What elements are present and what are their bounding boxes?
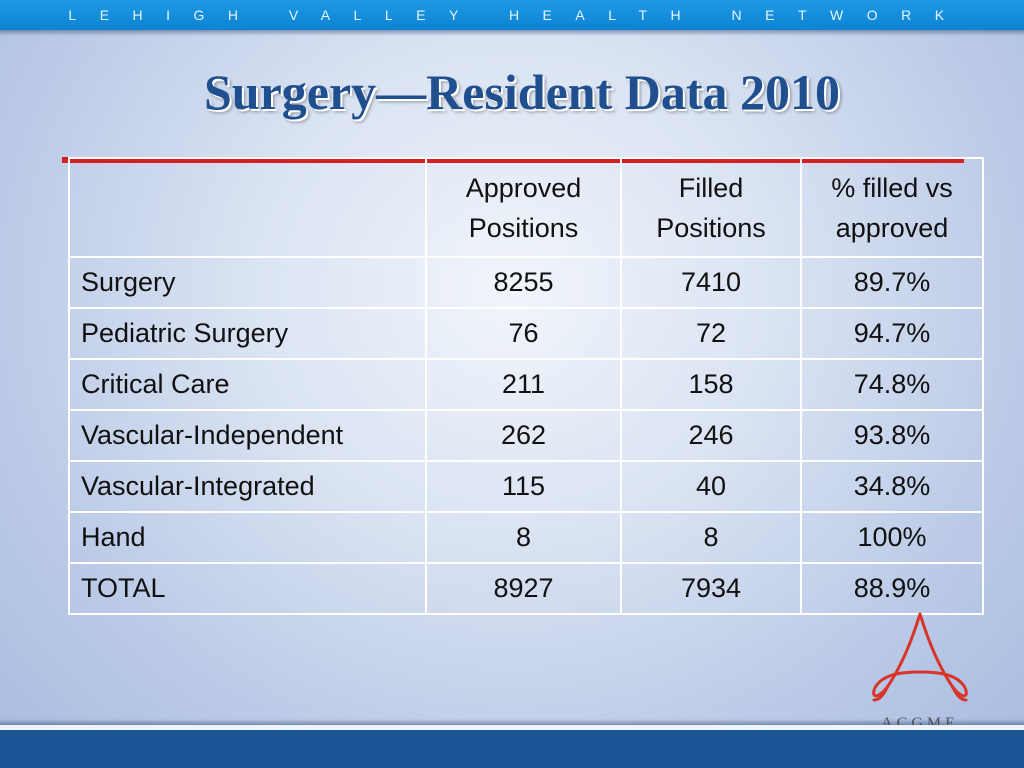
table-header-row: Approved Positions Filled Positions % fi… (68, 157, 984, 258)
table-row: Vascular-Integrated 115 40 34.8% (68, 460, 984, 513)
approved-cell: 8927 (425, 562, 622, 615)
filled-cell: 72 (620, 307, 802, 360)
pct-cell: 34.8% (800, 460, 984, 513)
approved-cell: 76 (425, 307, 622, 360)
header-blank (68, 157, 427, 258)
row-label: Vascular-Integrated (68, 460, 427, 513)
filled-cell: 7934 (620, 562, 802, 615)
acgme-logo: ACGME (872, 612, 968, 732)
footer-strip (0, 725, 1024, 730)
pct-cell: 94.7% (800, 307, 984, 360)
row-label: Critical Care (68, 358, 427, 411)
header-approved-positions: Approved Positions (425, 157, 622, 258)
filled-cell: 158 (620, 358, 802, 411)
table-row: Critical Care 211 158 74.8% (68, 358, 984, 411)
filled-cell: 7410 (620, 256, 802, 309)
footer-shadow (0, 719, 1024, 725)
header-pct-filled: % filled vs approved (800, 157, 984, 258)
pct-cell: 89.7% (800, 256, 984, 309)
approved-cell: 8 (425, 511, 622, 564)
logo-a-left-tail (872, 684, 890, 702)
logo-a-right-stroke (918, 612, 968, 698)
resident-data-table: Approved Positions Filled Positions % fi… (68, 157, 984, 615)
row-label: Vascular-Independent (68, 409, 427, 462)
footer-bar (0, 730, 1024, 768)
table-row: TOTAL 8927 7934 88.9% (68, 562, 984, 615)
row-label: Surgery (68, 256, 427, 309)
page-title: Surgery—Resident Data 2010 (203, 64, 841, 120)
row-label: TOTAL (68, 562, 427, 615)
pct-cell: 88.9% (800, 562, 984, 615)
table-row: Vascular-Independent 262 246 93.8% (68, 409, 984, 462)
top-banner (0, 0, 1024, 30)
pct-cell: 74.8% (800, 358, 984, 411)
logo-a-left-stroke (872, 612, 922, 698)
approved-cell: 115 (425, 460, 622, 513)
filled-cell: 40 (620, 460, 802, 513)
logo-a-right-tail (950, 684, 968, 702)
approved-cell: 8255 (425, 256, 622, 309)
filled-cell: 8 (620, 511, 802, 564)
approved-cell: 211 (425, 358, 622, 411)
table-row: Pediatric Surgery 76 72 94.7% (68, 307, 984, 360)
table-row: Surgery 8255 7410 89.7% (68, 256, 984, 309)
pct-cell: 93.8% (800, 409, 984, 462)
pct-cell: 100% (800, 511, 984, 564)
filled-cell: 246 (620, 409, 802, 462)
banner-shadow (0, 30, 1024, 36)
banner-text: LEHIGH VALLEY HEALTH NETWORK (68, 7, 968, 23)
approved-cell: 262 (425, 409, 622, 462)
row-label: Hand (68, 511, 427, 564)
header-filled-positions: Filled Positions (620, 157, 802, 258)
table-row: Hand 8 8 100% (68, 511, 984, 564)
row-label: Pediatric Surgery (68, 307, 427, 360)
